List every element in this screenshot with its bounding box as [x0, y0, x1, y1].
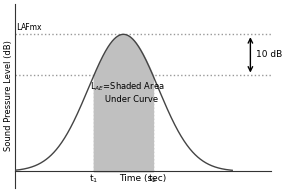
- Text: t$_2$: t$_2$: [148, 172, 158, 185]
- Text: 10 dB: 10 dB: [255, 50, 282, 59]
- Text: L: L: [16, 23, 20, 32]
- Text: t$_1$: t$_1$: [89, 172, 98, 185]
- Text: AFmx: AFmx: [21, 23, 43, 32]
- X-axis label: Time (sec): Time (sec): [119, 174, 166, 183]
- Text: L$_{AE}$=Shaded Area
   Under Curve: L$_{AE}$=Shaded Area Under Curve: [90, 81, 165, 104]
- Y-axis label: Sound Pressure Level (dB): Sound Pressure Level (dB): [4, 41, 13, 151]
